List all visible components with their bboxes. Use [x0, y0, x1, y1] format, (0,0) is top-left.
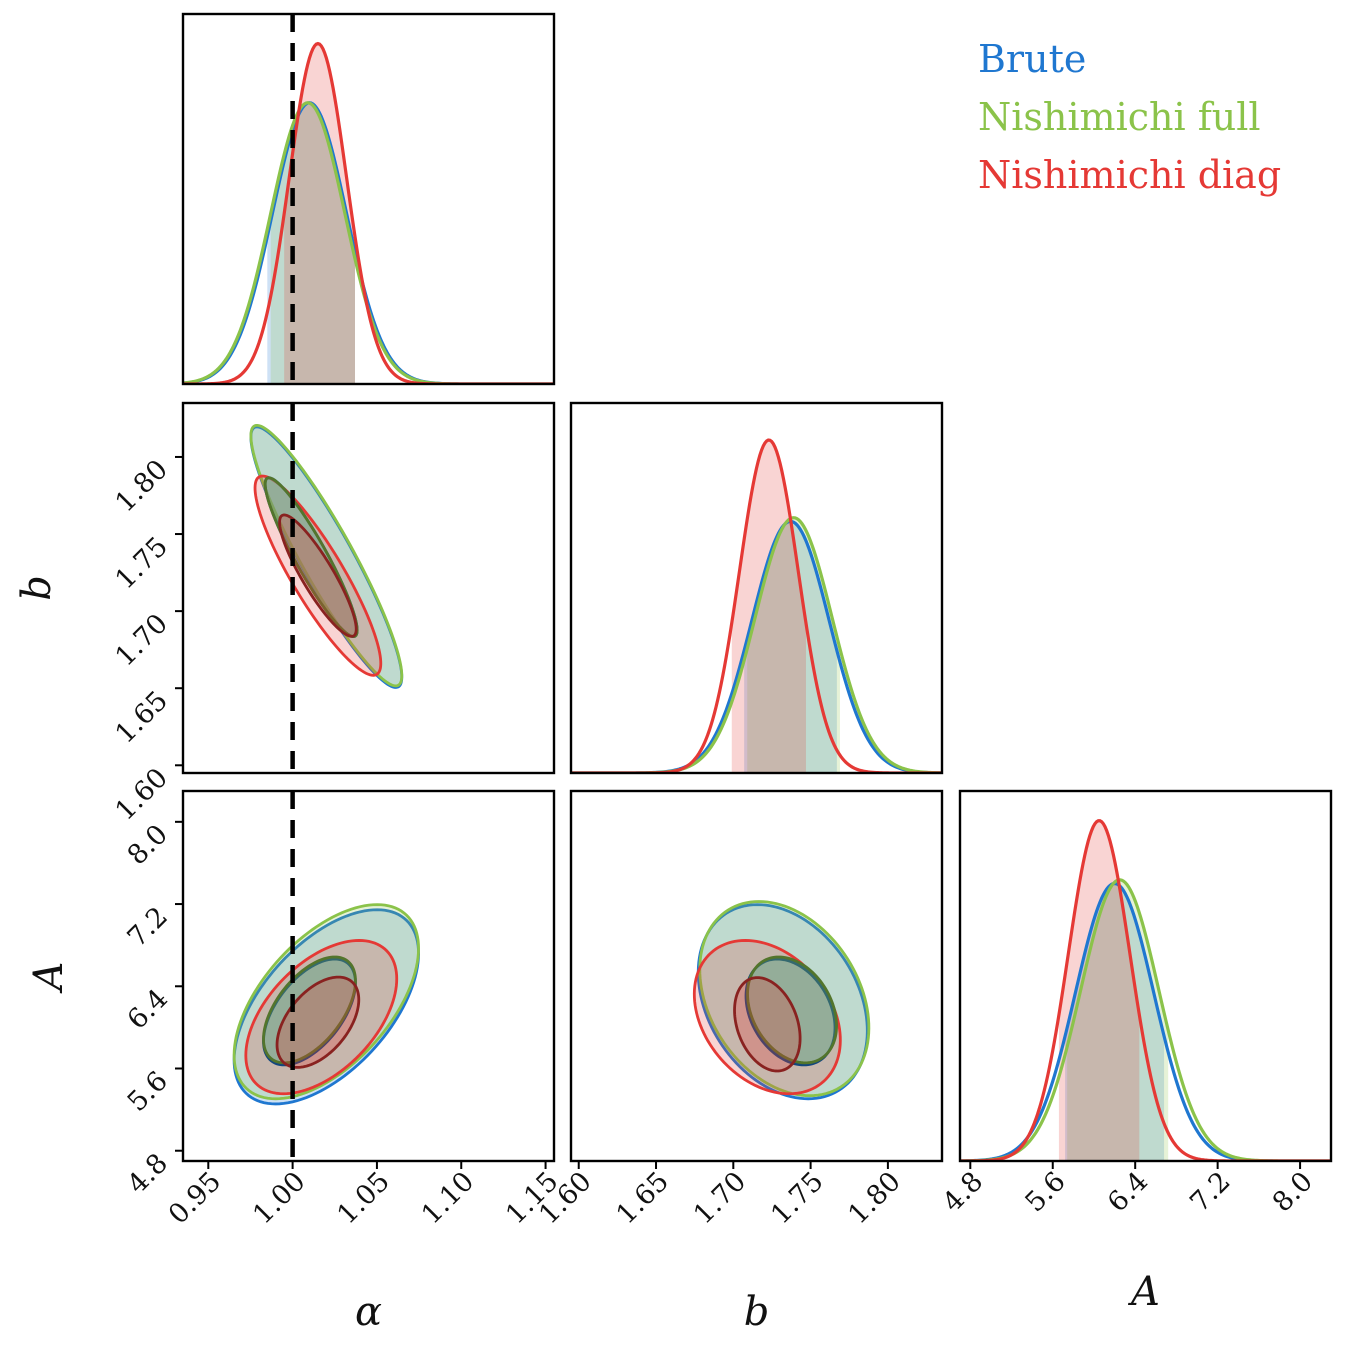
marginal-interval-A-2: [1058, 820, 1140, 1161]
panel-alpha-alpha: [183, 41, 554, 384]
legend-entry-2: Nishimichi diag: [978, 153, 1281, 197]
xtick-label-A-2: 6.4: [1102, 1166, 1154, 1218]
ytick-label-b-1: 1.65: [110, 685, 174, 749]
legend-entry-0: Brute: [978, 37, 1086, 81]
marginal-curve-A-2: [960, 819, 1331, 1161]
ytick-label-A-1: 5.6: [122, 1066, 174, 1118]
xtick-label-b-2: 1.70: [688, 1166, 752, 1230]
xlabel-alpha: α: [355, 1289, 382, 1335]
contour-alpha-A-2sigma-1: [232, 903, 420, 1101]
marginal-curve-alpha-0: [183, 101, 554, 384]
xtick-label-alpha-2: 1.05: [331, 1166, 395, 1230]
frame-b-b: [569, 401, 944, 775]
contour-alpha-A-1sigma-2: [275, 975, 361, 1069]
frame-A-A: [958, 789, 1333, 1163]
frame-alpha-alpha: [181, 12, 556, 386]
ytick-label-A-2: 6.4: [122, 983, 174, 1035]
xtick-label-A-0: 4.8: [937, 1166, 989, 1218]
ylabel-A: A: [26, 962, 72, 995]
xlabel-b: b: [744, 1289, 770, 1335]
marginal-curve-alpha-2: [183, 41, 554, 384]
xtick-label-A-3: 7.2: [1184, 1166, 1236, 1218]
contour-b-A-1sigma-2: [733, 976, 802, 1073]
xtick-label-b-4: 1.80: [842, 1166, 906, 1230]
xlabel-A: A: [1127, 1269, 1160, 1315]
contour-alpha-b-1sigma-2: [278, 513, 358, 638]
panels: [183, 41, 1331, 1161]
panel-A-alpha: [232, 903, 420, 1106]
contour-b-A-2sigma-1: [698, 900, 871, 1098]
xtick-label-A-1: 5.6: [1019, 1166, 1071, 1218]
ytick-label-A-3: 7.2: [122, 901, 174, 953]
xtick-label-b-3: 1.75: [765, 1166, 829, 1230]
ytick-label-A-0: 4.8: [122, 1148, 174, 1200]
xtick-label-alpha-0: 0.95: [163, 1166, 227, 1230]
marginal-interval-b-1: [747, 517, 840, 773]
panel-frames: [181, 12, 1333, 1163]
frame-A-b: [569, 789, 944, 1163]
marginal-interval-b-2: [731, 440, 806, 773]
panel-A-b: [692, 900, 871, 1101]
xtick-label-b-1: 1.65: [611, 1166, 675, 1230]
xtick-label-A-4: 8.0: [1267, 1166, 1319, 1218]
contour-alpha-A-2sigma-2: [244, 939, 399, 1096]
frame-b-alpha: [181, 401, 556, 775]
legend-entry-1: Nishimichi full: [978, 95, 1261, 139]
legend: Brute Nishimichi full Nishimichi diag: [978, 37, 1281, 197]
panel-b-alpha: [249, 423, 404, 689]
marginal-interval-alpha-2: [284, 43, 356, 384]
ylabel-b: b: [14, 575, 60, 601]
frame-A-alpha: [181, 789, 556, 1163]
panel-b-b: [571, 438, 942, 773]
ytick-label-b-4: 1.80: [110, 454, 174, 518]
ytick-label-b-3: 1.75: [110, 531, 174, 595]
axis-labels: α b Ab A: [14, 575, 1160, 1335]
contour-b-A-1sigma-1: [746, 955, 838, 1065]
xtick-label-alpha-3: 1.10: [416, 1166, 480, 1230]
ytick-label-b-2: 1.70: [110, 608, 174, 672]
marginal-interval-b-0: [744, 521, 837, 773]
xtick-label-alpha-1: 1.00: [247, 1166, 311, 1230]
contour-alpha-b-2sigma-2: [253, 474, 383, 677]
ytick-label-b-0: 1.60: [110, 762, 174, 826]
panel-A-A: [960, 819, 1331, 1161]
contour-b-A-2sigma-2: [692, 939, 842, 1096]
ytick-label-A-4: 8.0: [122, 819, 174, 871]
